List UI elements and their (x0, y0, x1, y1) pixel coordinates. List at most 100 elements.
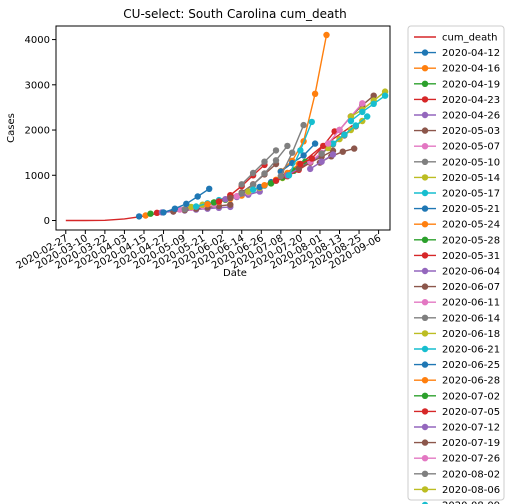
legend-swatch-marker (421, 267, 429, 275)
data-point (318, 150, 325, 157)
legend-label: 2020-06-07 (442, 282, 500, 293)
legend-label: 2020-05-17 (442, 189, 500, 200)
legend: cum_death 2020-04-12 2020-04-16 2020-04-19 2… (414, 33, 500, 504)
data-point (300, 152, 307, 159)
data-point (238, 181, 245, 188)
data-point (267, 180, 275, 187)
data-point (277, 173, 284, 180)
y-tick-label: 3000 (25, 80, 50, 91)
legend-item: 2020-07-19 (414, 438, 500, 449)
legend-swatch-marker (421, 236, 429, 243)
data-point (311, 90, 319, 98)
data-point (256, 183, 263, 191)
legend-item: 2020-05-24 (414, 220, 500, 231)
legend-label: 2020-05-21 (442, 204, 500, 215)
legend-swatch-marker (421, 65, 429, 72)
data-point (289, 149, 296, 156)
data-point (233, 192, 240, 200)
legend-item: 2020-04-12 (414, 48, 500, 59)
legend-item: 2020-08-02 (414, 469, 500, 480)
data-point (160, 209, 167, 216)
legend-item: 2020-05-31 (414, 251, 500, 262)
legend-label: 2020-04-16 (442, 64, 500, 75)
legend-label: 2020-06-21 (442, 345, 500, 356)
data-point (238, 190, 245, 197)
data-point (181, 206, 188, 213)
data-point (370, 100, 377, 108)
chart-title: CU-select: South Carolina cum_death (123, 7, 346, 21)
legend-item: 2020-06-28 (414, 376, 500, 387)
data-point (245, 188, 252, 195)
x-axis-label: Date (223, 268, 247, 279)
data-point (171, 205, 179, 212)
data-point (227, 194, 234, 202)
series-line (298, 150, 334, 170)
legend-item: 2020-08-09 (421, 501, 500, 504)
data-point (359, 108, 366, 116)
legend-swatch-marker (421, 330, 429, 337)
legend-swatch-marker (421, 361, 429, 368)
data-point (249, 181, 257, 188)
data-point (308, 155, 315, 162)
data-point (324, 140, 332, 147)
series-line (332, 115, 368, 145)
data-point (364, 113, 371, 120)
legend-swatch-marker (421, 377, 429, 384)
data-point (324, 144, 332, 152)
legend-item: 2020-04-26 (414, 111, 500, 122)
legend-item: 2020-07-12 (414, 423, 500, 434)
legend-item: 2020-04-23 (414, 95, 500, 106)
y-axis: 0 1000 2000 3000 4000 (25, 35, 56, 227)
legend-label: 2020-05-14 (442, 173, 500, 184)
legend-label: 2020-04-19 (442, 79, 500, 90)
legend-item: 2020-05-03 (414, 126, 500, 137)
legend-box (407, 25, 505, 501)
legend-label: 2020-05-03 (442, 126, 500, 137)
legend-label: 2020-05-07 (442, 142, 500, 153)
series-line (327, 102, 363, 145)
data-point (272, 177, 280, 184)
data-point (249, 186, 257, 193)
legend-item: 2020-07-02 (414, 391, 500, 402)
legend-item: 2020-06-07 (414, 282, 500, 293)
data-point (272, 147, 280, 154)
series-line (350, 91, 386, 118)
series-34 (277, 121, 307, 180)
legend-label: 2020-07-02 (442, 391, 500, 402)
legend-swatch-marker (421, 96, 429, 103)
legend-label: 2020-08-02 (442, 469, 500, 480)
data-point (249, 169, 257, 177)
legend-label: 2020-06-25 (442, 360, 500, 371)
legend-swatch-marker (421, 80, 429, 88)
legend-item: 2020-05-28 (414, 235, 500, 246)
data-point (339, 148, 346, 155)
data-point (318, 158, 325, 165)
legend-label: 2020-07-12 (442, 423, 500, 434)
legend-label: 2020-07-19 (442, 438, 500, 449)
plot-frame (55, 25, 391, 231)
legend-swatch-marker (421, 143, 429, 150)
legend-swatch-marker (421, 127, 429, 134)
series-41 (238, 147, 280, 188)
legend-label: 2020-04-23 (442, 95, 500, 106)
legend-swatch-marker (421, 486, 429, 493)
data-point (336, 126, 343, 134)
legend-swatch-marker (421, 345, 429, 353)
data-point (204, 201, 211, 208)
y-tick-label: 0 (44, 216, 50, 227)
series-line (241, 149, 277, 185)
legend-item: 2020-05-10 (414, 157, 500, 168)
data-point (227, 201, 234, 208)
legend-swatch-marker (421, 189, 429, 197)
legend-label: 2020-06-18 (442, 329, 500, 340)
legend-item: 2020-07-05 (414, 407, 500, 418)
data-point (351, 145, 358, 152)
series-18 (238, 142, 291, 197)
legend-swatch-marker (421, 174, 429, 181)
data-point (329, 140, 337, 147)
y-tick-label: 1000 (25, 171, 50, 182)
data-point (142, 212, 149, 219)
legend-swatch-marker (421, 501, 429, 504)
series-line (280, 143, 316, 173)
